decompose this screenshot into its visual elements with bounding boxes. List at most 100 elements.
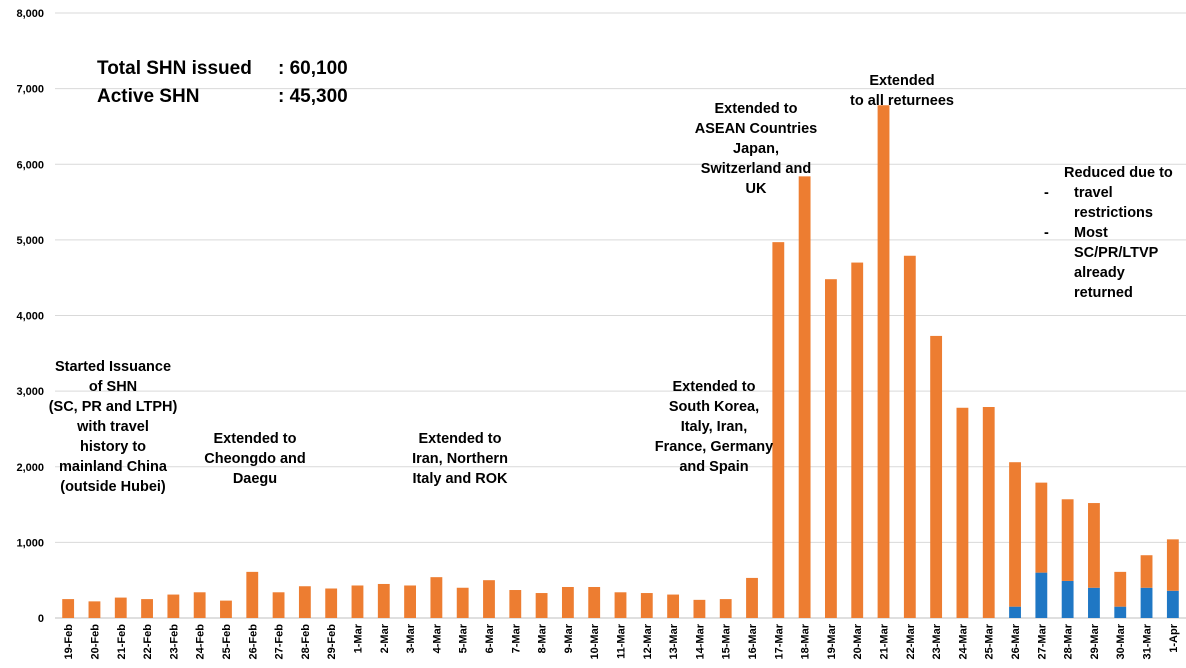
x-tick-label: 15-Mar [721, 623, 733, 659]
x-axis-tick-labels: 19-Feb 20-Feb 21-Feb 22-Feb 23-Feb 24-Feb 25-F… [63, 623, 1180, 659]
bar-segment-orange [930, 335, 943, 618]
annotation-started-issuance: Started Issuance of SHN (SC, PR and LTPH… [48, 359, 178, 495]
x-tick-label: 8-Mar [537, 623, 549, 653]
x-tick-label: 9-Mar [563, 623, 575, 653]
y-tick-label: 7,000 [16, 84, 44, 96]
x-tick-label: 24-Feb [195, 624, 207, 660]
x-tick-label: 29-Mar [1089, 623, 1101, 659]
bar-segment-orange [88, 601, 101, 618]
x-tick-label: 18-Mar [800, 623, 812, 659]
bar-segment-orange [430, 577, 443, 618]
bar-segment-orange [351, 585, 364, 618]
bar-segment-orange [1061, 499, 1074, 581]
bar-segment-orange [693, 599, 706, 618]
y-tick-label: 5,000 [16, 235, 44, 247]
bar-segment-blue [1088, 587, 1100, 618]
x-tick-label: 22-Feb [142, 624, 154, 660]
x-tick-label: 14-Mar [694, 623, 706, 659]
x-tick-label: 19-Feb [63, 624, 75, 660]
y-tick-label: 2,000 [16, 462, 44, 474]
bars [62, 105, 1179, 619]
bar-segment-orange [1035, 482, 1048, 573]
x-tick-label: 16-Mar [747, 623, 759, 659]
x-tick-label: 27-Mar [1036, 623, 1048, 659]
x-tick-label: 11-Mar [616, 623, 628, 659]
bar-segment-blue [1061, 580, 1074, 618]
bar-segment-orange [667, 594, 680, 618]
bar-segment-orange [298, 586, 311, 618]
x-tick-label: 25-Feb [221, 624, 233, 660]
x-tick-label: 26-Mar [1010, 623, 1022, 659]
x-tick-label: 23-Feb [168, 624, 180, 660]
bar-segment-orange [220, 600, 232, 618]
x-tick-label: 5-Mar [458, 623, 470, 653]
y-axis-tick-labels: 0 1,000 2,000 3,000 4,000 5,000 6,000 7,000 8,00… [16, 8, 44, 625]
x-tick-label: 30-Mar [1115, 623, 1127, 659]
active-shn-value: : 45,300 [278, 86, 348, 107]
x-tick-label: 13-Mar [668, 623, 680, 659]
bar-segment-orange [509, 590, 522, 618]
x-tick-label: 17-Mar [773, 623, 785, 659]
bar-segment-blue [1140, 587, 1153, 618]
annotation-iran-italy-rok: Extended to Iran, Northern Italy and ROK [412, 431, 508, 487]
x-tick-label: 22-Mar [905, 623, 917, 659]
bar-segment-orange [877, 105, 890, 618]
bar-segment-orange [956, 407, 969, 618]
bar-segment-orange [141, 599, 153, 618]
bar-segment-orange [825, 279, 837, 618]
bar-segment-orange [1088, 503, 1100, 588]
annotation-asean-japan-uk: Extended to ASEAN Countries Japan, Switz… [694, 101, 818, 197]
annotation-reduced: Reduced due to - travel restrictions - M… [1044, 165, 1173, 301]
y-tick-label: 4,000 [16, 311, 44, 323]
bar-segment-orange [851, 262, 864, 618]
total-shn-value: : 60,100 [278, 58, 348, 79]
bar-segment-orange [614, 592, 627, 618]
x-tick-label: 28-Mar [1063, 623, 1075, 659]
bar-segment-orange [746, 577, 758, 618]
bar-segment-orange [167, 594, 180, 618]
bar-segment-orange [483, 580, 495, 618]
bar-segment-orange [982, 407, 995, 618]
bar-segment-orange [1140, 555, 1153, 588]
bar-segment-orange [114, 597, 127, 618]
gridlines [55, 12, 1186, 619]
x-tick-label: 1-Apr [1168, 623, 1180, 652]
bar-segment-orange [193, 592, 206, 618]
x-tick-label: 7-Mar [510, 623, 522, 653]
bar-segment-orange [903, 255, 916, 618]
x-tick-label: 10-Mar [589, 623, 601, 659]
y-tick-label: 0 [38, 613, 44, 625]
bar-segment-orange [1114, 571, 1127, 607]
bar-segment-orange [456, 587, 469, 618]
bar-segment-blue [1166, 590, 1179, 618]
bar-segment-orange [1166, 539, 1179, 591]
bar-segment-blue [1035, 572, 1048, 618]
bar-segment-orange [719, 599, 732, 618]
x-tick-label: 19-Mar [826, 623, 838, 659]
bar-segment-orange [62, 599, 75, 618]
y-tick-label: 8,000 [16, 8, 44, 20]
x-tick-label: 31-Mar [1142, 623, 1154, 659]
x-tick-label: 12-Mar [642, 623, 654, 659]
total-shn-label: Total SHN issued [97, 58, 252, 79]
x-tick-label: 25-Mar [984, 623, 996, 659]
bar-segment-orange [772, 242, 785, 619]
x-tick-label: 1-Mar [352, 623, 364, 653]
x-tick-label: 28-Feb [300, 624, 312, 660]
bar-segment-orange [640, 593, 653, 618]
annotation-cheongdo-daegu: Extended to Cheongdo and Daegu [204, 431, 306, 487]
active-shn-label: Active SHN [97, 86, 200, 107]
bar-segment-orange [377, 583, 390, 618]
x-tick-label: 20-Feb [89, 624, 101, 660]
y-tick-label: 3,000 [16, 386, 44, 398]
annotation-all-returnees: Extended to all returnees [850, 73, 954, 109]
x-tick-label: 20-Mar [852, 623, 864, 659]
bar-segment-orange [272, 592, 285, 618]
bar-segment-orange [535, 593, 548, 618]
x-tick-label: 24-Mar [957, 623, 969, 659]
bar-segment-orange [561, 586, 574, 618]
bar-segment-blue [1114, 606, 1127, 618]
bar-segment-orange [798, 176, 811, 618]
x-tick-label: 4-Mar [431, 623, 443, 653]
